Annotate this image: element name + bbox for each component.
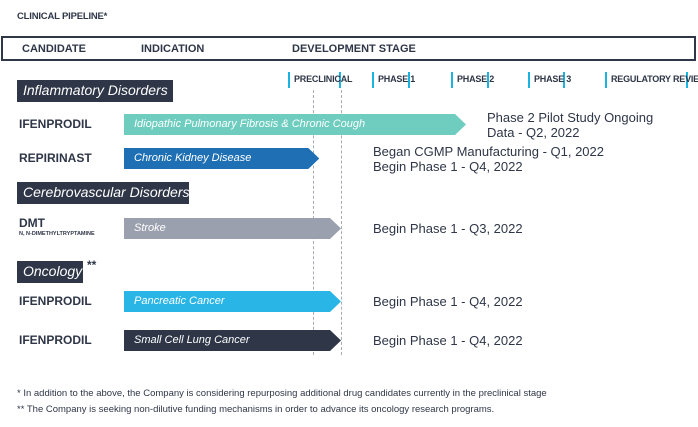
candidate-column-header: CANDIDATE [22,43,86,55]
status-line: Begin Phase 1 - Q3, 2022 [373,221,523,236]
status-text: Begin Phase 1 - Q3, 2022 [373,221,523,236]
footnote-1: * In addition to the above, the Company … [17,388,547,399]
candidate-name: IFENPRODIL [19,117,92,131]
status-line: Begin Phase 1 - Q4, 2022 [373,333,523,348]
indication-label: Idiopathic Pulmonary Fibrosis & Chronic … [134,118,366,130]
stage-label-2: PHASE 2 [451,72,494,88]
status-text: Began CGMP Manufacturing - Q1, 2022 Begin… [373,144,604,174]
category-label-1: Cerebrovascular Disorders [17,182,190,204]
candidate-name: IFENPRODIL [19,333,92,347]
status-text: Begin Phase 1 - Q4, 2022 [373,294,523,309]
pipeline-bar: Chronic Kidney Disease [124,148,319,169]
page-title: CLINICAL PIPELINE* [17,11,108,22]
stage-label-1: PHASE 1 [372,72,415,88]
indication-label: Small Cell Lung Cancer [134,334,250,346]
candidate-name: REPIRINAST [19,151,92,165]
status-line: Began CGMP Manufacturing - Q1, 2022 [373,144,604,159]
category-label-2: Oncology [17,261,83,283]
indication-label: Chronic Kidney Disease [134,152,252,164]
development-stage-column-header: DEVELOPMENT STAGE [292,43,416,55]
stage-label-0: PRECLINICAL [288,72,353,88]
indication-label: Stroke [134,222,166,234]
pipeline-bar: Small Cell Lung Cancer [124,330,341,351]
table-header: CANDIDATE INDICATION DEVELOPMENT STAGE [1,36,696,61]
status-line: Phase 2 Pilot Study Ongoing [487,110,654,125]
category-footnote-marker: ** [87,258,97,272]
pipeline-bar: Idiopathic Pulmonary Fibrosis & Chronic … [124,114,466,135]
stage-gridline-1 [341,90,342,355]
category-label-0: Inflammatory Disorders [17,80,173,102]
stage-label-4: REGULATORY REVIEW [605,72,698,88]
status-text: Phase 2 Pilot Study Ongoing Data - Q2, 20… [487,110,653,140]
candidate-name: IFENPRODIL [19,294,92,308]
candidate-subtitle: N, N-DIMETHYLTRYPTAMINE [19,231,95,237]
status-line: Begin Phase 1 - Q4, 2022 [373,294,523,309]
status-line: Begin Phase 1 - Q4, 2022 [373,159,523,174]
pipeline-bar: Stroke [124,218,341,239]
status-line: Data - Q2, 2022 [487,125,580,140]
stage-label-3: PHASE 3 [528,72,571,88]
indication-column-header: INDICATION [141,43,205,55]
status-text: Begin Phase 1 - Q4, 2022 [373,333,523,348]
footnote-2: ** The Company is seeking non-dilutive f… [17,404,495,415]
indication-label: Pancreatic Cancer [134,295,225,307]
candidate-name: DMT [19,216,45,230]
pipeline-bar: Pancreatic Cancer [124,291,341,312]
